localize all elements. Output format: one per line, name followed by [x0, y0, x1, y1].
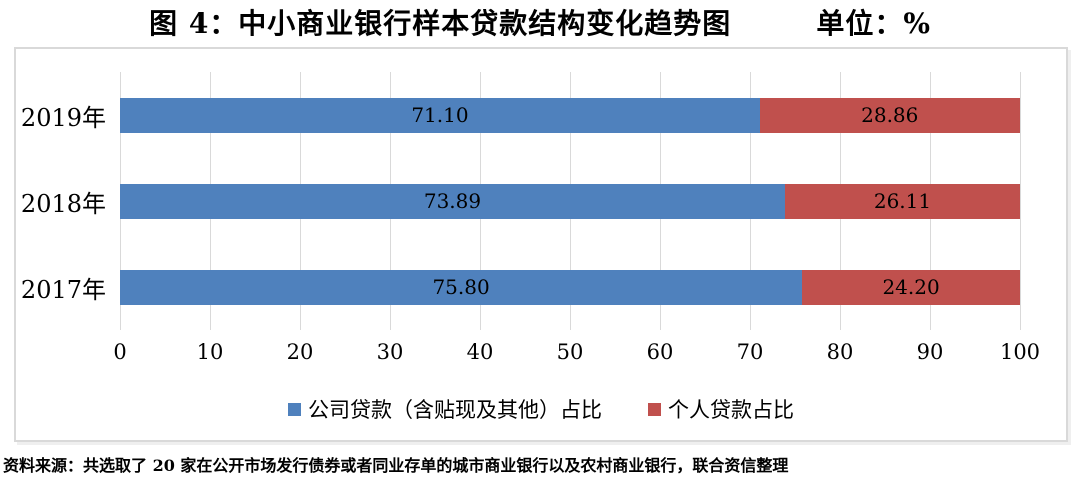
x-axis-tick-label: 0 [113, 340, 127, 364]
bar-row: 73.89 26.11 [120, 183, 1020, 219]
y-axis-category-label: 2019年 [20, 103, 106, 132]
x-axis-tick-label: 70 [736, 340, 764, 364]
y-axis-category-label: 2018年 [20, 189, 106, 218]
x-axis-tick-label: 60 [646, 340, 674, 364]
chart-legend: 公司贷款（含贴现及其他）占比 个人贷款占比 [16, 394, 1066, 424]
bar-value-label: 71.10 [411, 103, 469, 127]
bar-value-label: 28.86 [861, 103, 919, 127]
gridline [1020, 72, 1021, 330]
bar-segment: 71.10 [120, 97, 760, 133]
x-axis-tick-label: 10 [196, 340, 224, 364]
bar-value-label: 73.89 [423, 189, 482, 213]
bar-row: 75.80 24.20 [120, 269, 1020, 305]
x-axis-tick-label: 80 [826, 340, 854, 364]
y-axis-category-label: 2017年 [20, 275, 106, 304]
chart-panel: 公司贷款（含贴现及其他）占比 个人贷款占比 2019年 71.10 28.86 2018… [14, 47, 1068, 442]
x-axis-tick-label: 30 [376, 340, 404, 364]
legend-label: 公司贷款（含贴现及其他）占比 [308, 398, 602, 422]
bar-row: 71.10 28.86 [120, 97, 1020, 133]
bar-segment: 73.89 [120, 183, 785, 219]
bar-segment: 28.86 [759, 97, 1020, 133]
legend-swatch-icon [648, 402, 661, 416]
x-axis-tick-label: 40 [466, 340, 494, 364]
legend-label: 个人贷款占比 [668, 398, 794, 422]
bar-value-label: 75.80 [432, 275, 490, 299]
chart-unit-label: 单位：% [816, 7, 931, 40]
chart-title-row: 图 4：中小商业银行样本贷款结构变化趋势图 单位：% [0, 2, 1080, 42]
bar-segment: 24.20 [802, 269, 1020, 305]
legend-swatch-icon [288, 402, 301, 416]
x-axis-tick-label: 100 [999, 340, 1041, 364]
chart-title: 图 4：中小商业银行样本贷款结构变化趋势图 [149, 7, 732, 40]
x-axis-tick-label: 50 [556, 340, 584, 364]
legend-item: 公司贷款（含贴现及其他）占比 [288, 394, 602, 424]
x-axis-tick-label: 90 [916, 340, 944, 364]
legend-item: 个人贷款占比 [648, 394, 794, 424]
bar-segment: 75.80 [120, 269, 803, 305]
source-note: 资料来源：共选取了 20 家在公开市场发行债券或者同业存单的城市商业银行以及农村… [3, 456, 789, 475]
bar-value-label: 26.11 [873, 189, 932, 213]
x-axis-tick-label: 20 [286, 340, 314, 364]
bar-segment: 26.11 [785, 183, 1020, 219]
bar-value-label: 24.20 [882, 275, 940, 299]
